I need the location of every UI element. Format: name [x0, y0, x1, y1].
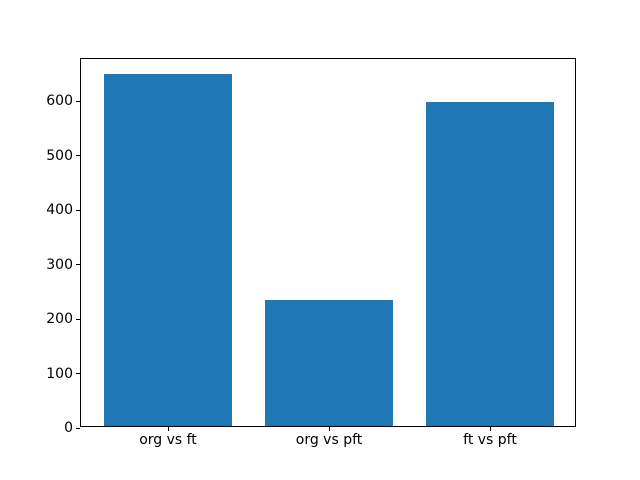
y-tick-label-500: 500 [46, 147, 73, 164]
y-tick-mark [76, 373, 80, 374]
y-tick-mark [76, 100, 80, 102]
bar-org-vs-ft [103, 74, 233, 426]
y-tick-label-300: 300 [46, 256, 73, 273]
y-tick-mark [76, 155, 80, 156]
bar-org-vs-pft [264, 299, 394, 426]
y-tick-label-100: 100 [46, 365, 73, 382]
x-tick-label-ft-vs-pft: ft vs pft [463, 432, 517, 448]
x-tick-mark [329, 427, 330, 431]
plot-area: org vs ft org vs pft ft vs pft 0 100 200 300 40… [46, 58, 576, 447]
y-tick-label-0: 0 [64, 420, 73, 436]
x-tick-mark [168, 427, 169, 431]
bar-ft-vs-pft [425, 102, 555, 426]
y-tick-mark [76, 318, 80, 320]
y-tick-mark [76, 264, 80, 265]
y-tick-label-600: 600 [46, 93, 73, 109]
x-tick-label-org-vs-pft: org vs pft [295, 432, 363, 448]
x-tick-label-org-vs-ft: org vs ft [139, 432, 197, 448]
x-tick-mark [490, 427, 491, 431]
y-tick-label-400: 400 [46, 202, 73, 218]
y-tick-mark [76, 427, 80, 429]
y-tick-mark [76, 209, 80, 211]
y-tick-label-200: 200 [46, 311, 73, 327]
